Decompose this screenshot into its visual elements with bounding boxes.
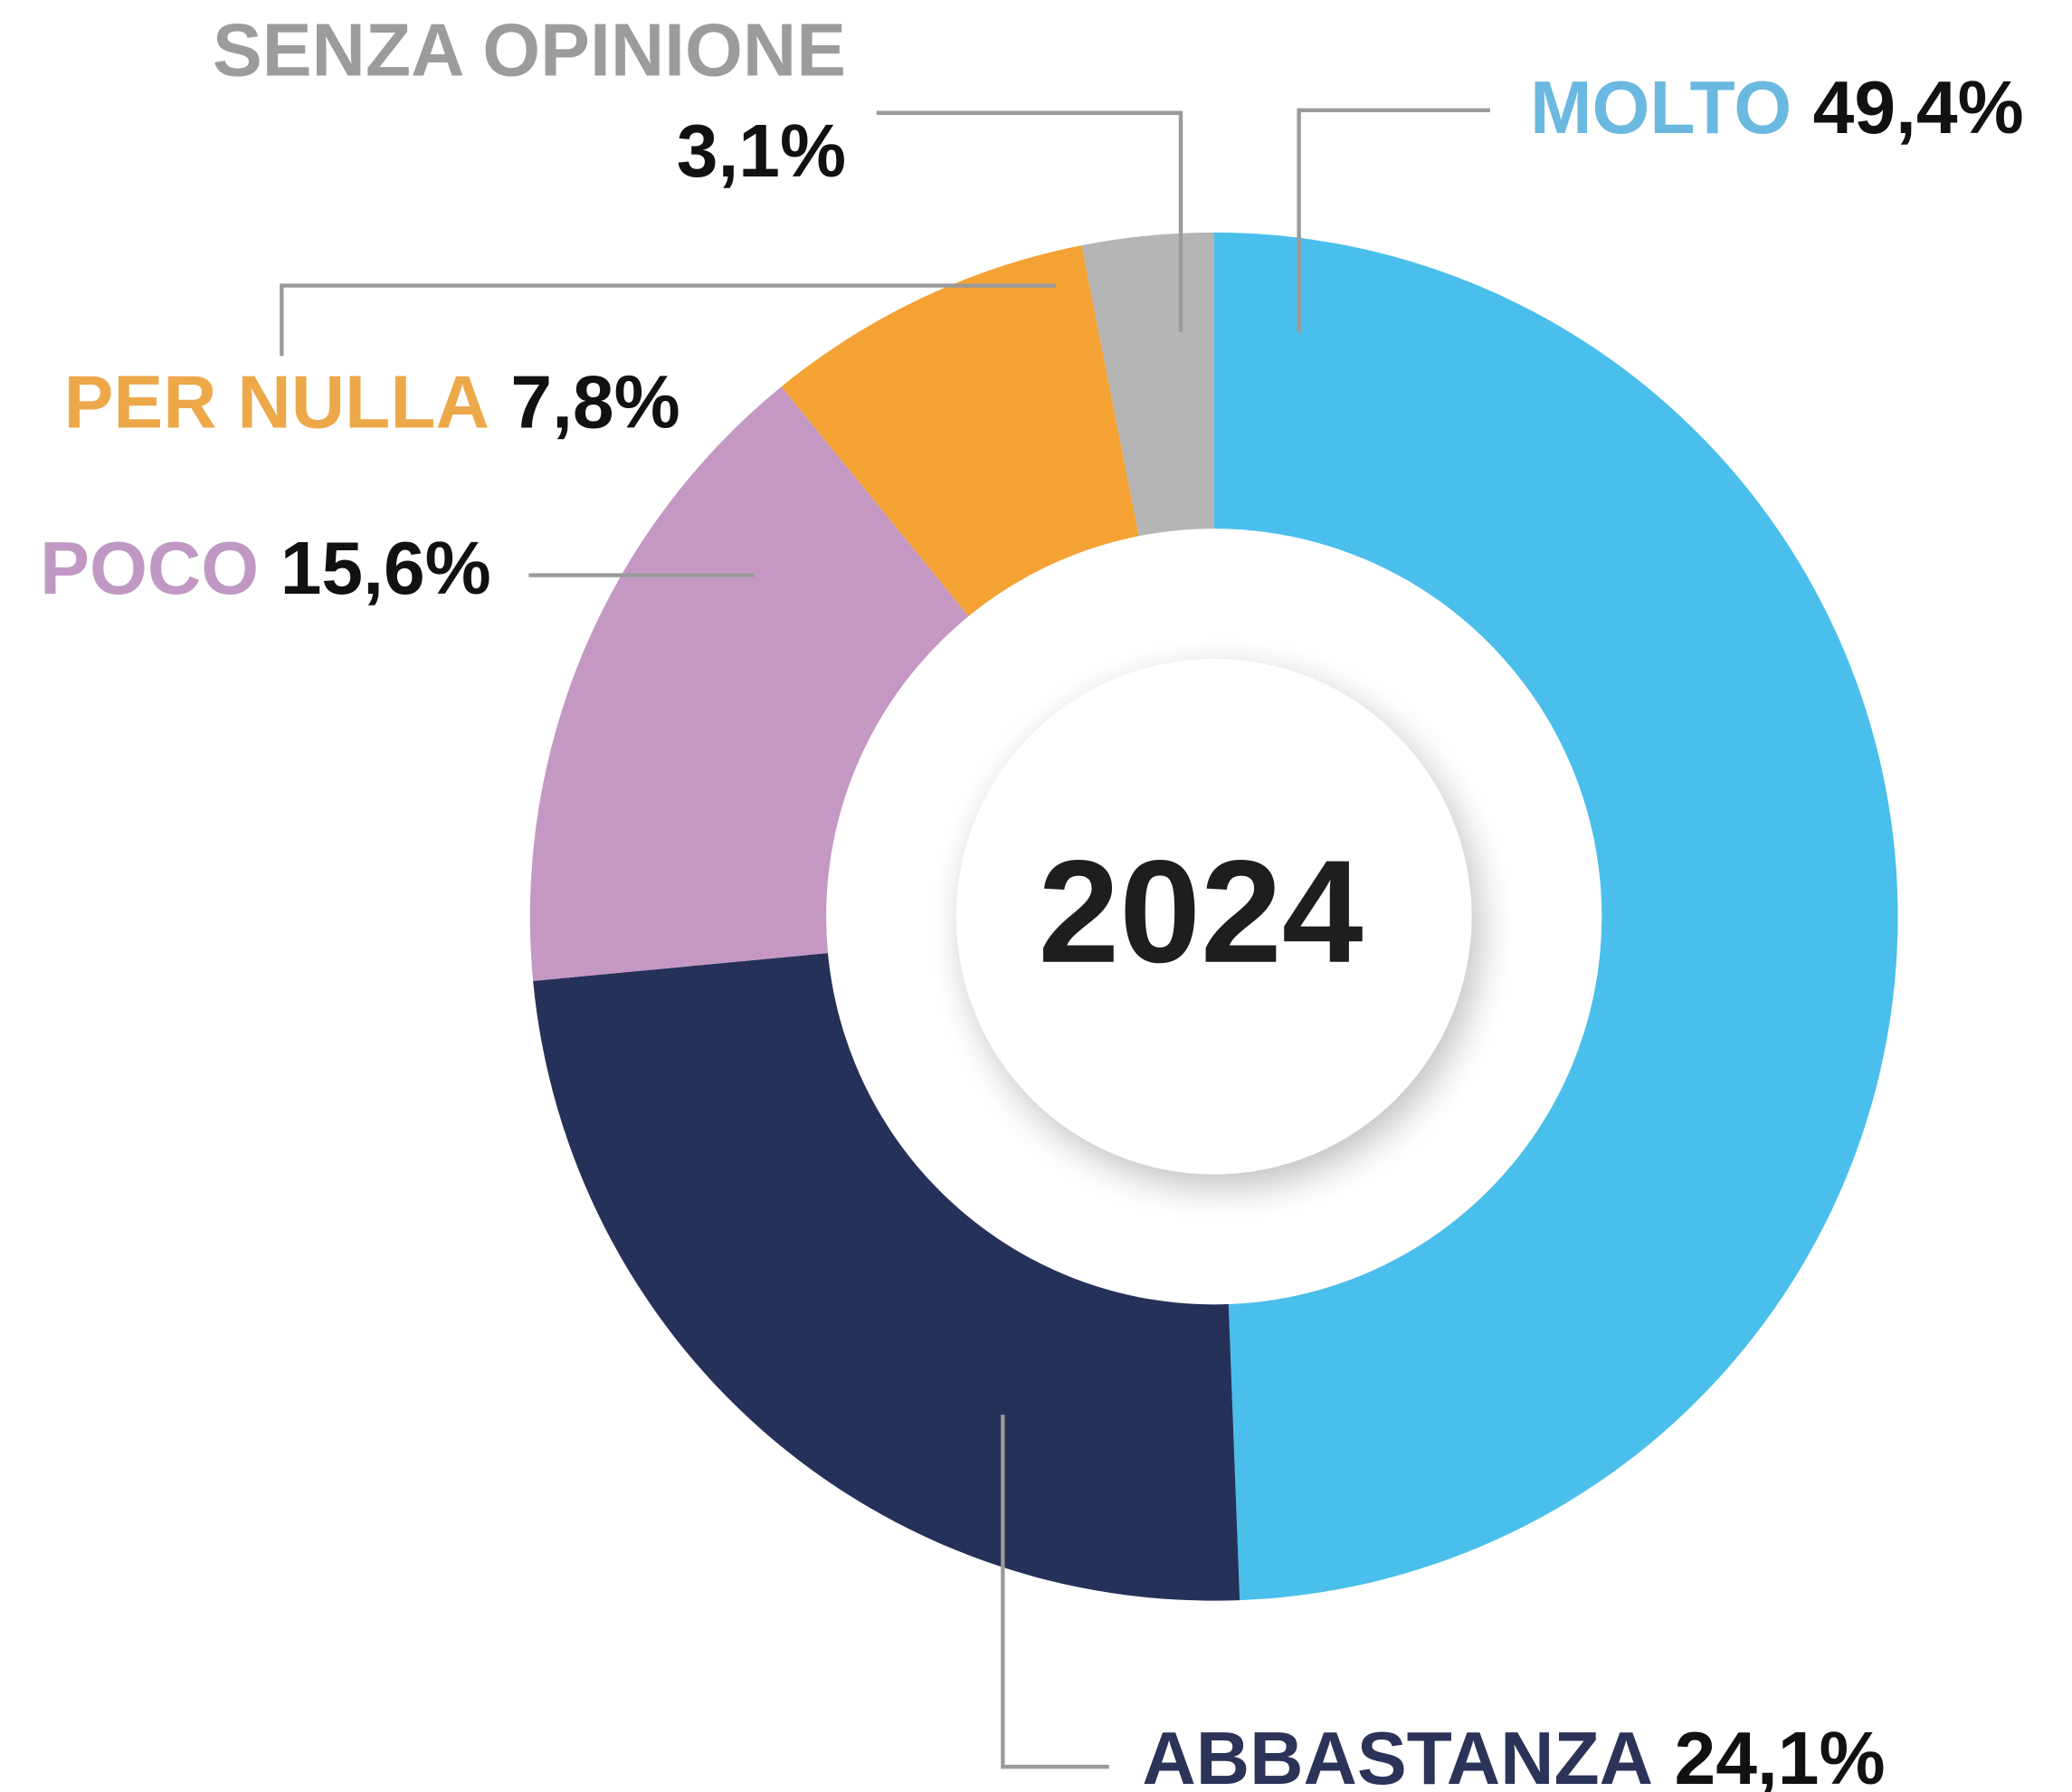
slice-label: POCO 15,6% bbox=[40, 528, 491, 610]
category-label: PER NULLA bbox=[64, 361, 489, 443]
leader-line bbox=[876, 110, 1183, 332]
center-label: 2024 bbox=[1038, 831, 1363, 994]
value-label: 3,1% bbox=[677, 110, 846, 193]
slice bbox=[529, 386, 971, 981]
leader-line bbox=[280, 283, 1057, 357]
category-label: POCO bbox=[40, 528, 259, 610]
slice bbox=[781, 245, 1140, 619]
category-label: ABBASTANZA bbox=[1142, 1718, 1653, 1792]
value-label: 15,6% bbox=[280, 528, 491, 610]
slice-label: PER NULLA 7,8% bbox=[64, 361, 680, 443]
slices bbox=[529, 232, 1898, 1601]
slice-label: ABBASTANZA 24,1% bbox=[1142, 1718, 1885, 1792]
value-label: 24,1% bbox=[1675, 1718, 1886, 1792]
slice bbox=[533, 952, 1240, 1601]
slice-label: MOLTO 49,4% bbox=[1530, 66, 2024, 148]
center-disc bbox=[955, 659, 1472, 1175]
value-label: 49,4% bbox=[1813, 66, 2024, 148]
category-label: SENZA OPINIONE bbox=[213, 9, 846, 91]
slice bbox=[1213, 232, 1898, 1601]
leader-line bbox=[1297, 108, 1490, 332]
value-label: 7,8% bbox=[510, 361, 680, 443]
leader-line bbox=[1001, 1415, 1109, 1769]
category-label: MOLTO bbox=[1530, 66, 1792, 148]
